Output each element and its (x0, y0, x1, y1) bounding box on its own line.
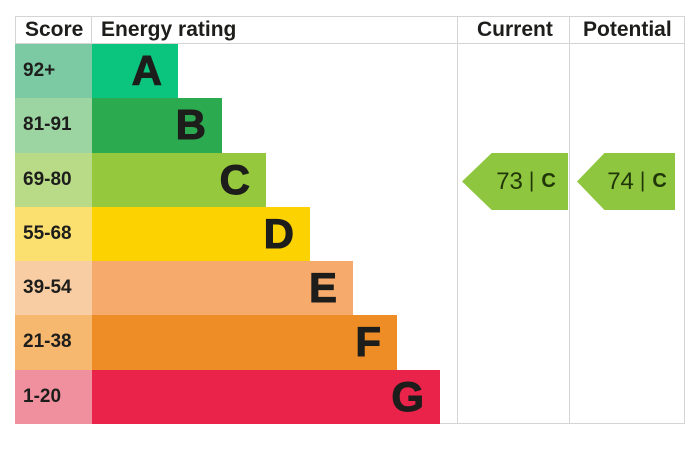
band-bar: A (92, 44, 178, 99)
current-rating-letter: C (541, 170, 556, 192)
current-rating-value: 73 (496, 167, 523, 195)
band-letter: A (131, 47, 162, 95)
band-letter: F (355, 318, 382, 366)
band-bar: D (92, 206, 310, 262)
epc-header-row: Score Energy rating Current Potential (15, 16, 685, 44)
band-score-cell: 81-91 (15, 98, 92, 153)
band-bar: E (92, 261, 353, 316)
band-row: 21-38 F (15, 315, 457, 370)
header-score-label: Score (15, 17, 92, 43)
band-score-cell: 55-68 (15, 206, 92, 262)
band-bar: C (92, 152, 266, 207)
band-score-cell: 1-20 (15, 369, 92, 424)
band-bar: B (92, 98, 222, 153)
band-row: 81-91 B (15, 98, 457, 153)
band-bar: F (92, 315, 397, 370)
band-letter: C (219, 155, 250, 203)
band-score-cell: 21-38 (15, 315, 92, 370)
band-row: 92+ A (15, 44, 457, 99)
band-row: 55-68 D (15, 206, 457, 262)
band-row: 69-80 C (15, 152, 457, 207)
epc-rating-chart: Score Energy rating Current Potential 92… (15, 16, 685, 424)
potential-rating-letter: C (652, 170, 667, 192)
band-score-cell: 69-80 (15, 152, 92, 207)
band-letter: E (308, 264, 337, 312)
current-column (458, 44, 570, 423)
potential-rating-value: 74 (607, 167, 634, 195)
header-potential-label: Potential (570, 17, 685, 43)
band-row: 39-54 E (15, 261, 457, 316)
band-letter: D (263, 209, 294, 257)
band-rows: 92+ A 81-91 B 69-80 C 55-68 D 39-54 E 21… (15, 44, 458, 424)
potential-rating-separator: | (639, 168, 646, 192)
band-bar: G (92, 369, 440, 424)
current-rating-separator: | (528, 168, 535, 192)
band-letter: B (175, 101, 206, 149)
band-letter: G (391, 372, 425, 420)
band-score-cell: 92+ (15, 44, 92, 99)
header-current-label: Current (458, 17, 570, 43)
header-rating-label: Energy rating (92, 17, 458, 43)
band-row: 1-20 G (15, 369, 457, 424)
band-score-cell: 39-54 (15, 261, 92, 316)
epc-body: 92+ A 81-91 B 69-80 C 55-68 D 39-54 E 21… (15, 44, 685, 424)
potential-column (570, 44, 685, 423)
